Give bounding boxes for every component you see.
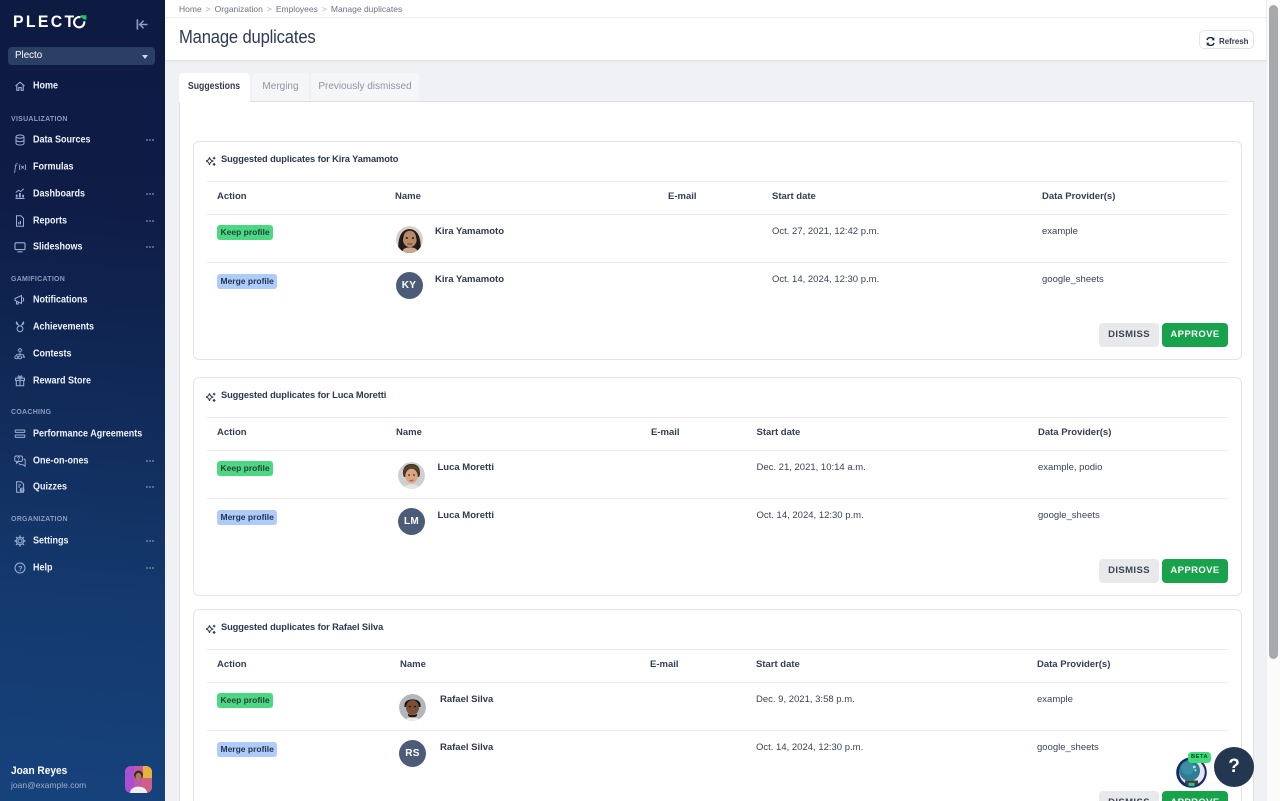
svg-text:?: ? bbox=[18, 563, 23, 572]
svg-text:f: f bbox=[14, 163, 18, 174]
svg-text:?: ? bbox=[17, 456, 20, 462]
